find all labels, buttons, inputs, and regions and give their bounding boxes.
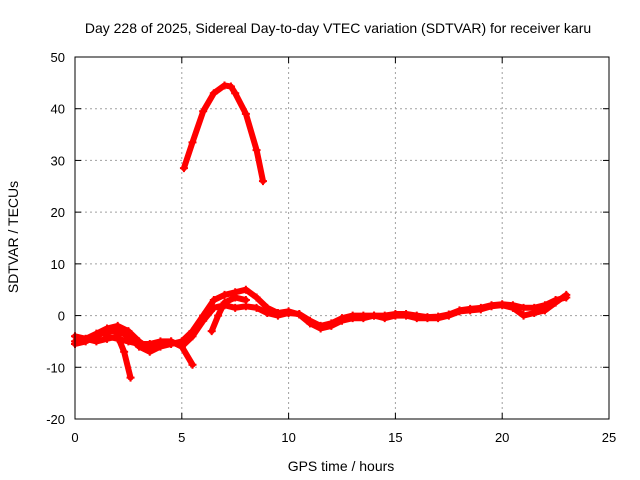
data-point bbox=[295, 310, 304, 319]
data-point bbox=[551, 298, 560, 307]
data-point bbox=[113, 334, 122, 343]
data-point bbox=[226, 82, 235, 91]
data-point bbox=[126, 373, 135, 382]
data-point bbox=[220, 290, 229, 299]
data-point bbox=[487, 302, 496, 311]
data-point bbox=[220, 298, 229, 307]
data-point bbox=[199, 107, 208, 116]
data-point bbox=[258, 177, 267, 186]
data-point bbox=[252, 146, 261, 155]
x-axis-label: GPS time / hours bbox=[288, 458, 395, 474]
series-track-4 bbox=[179, 81, 267, 186]
y-tick-label: 40 bbox=[51, 102, 65, 117]
data-point bbox=[562, 290, 571, 299]
data-point bbox=[359, 314, 368, 323]
data-point bbox=[220, 81, 229, 90]
data-point bbox=[113, 327, 122, 336]
data-point bbox=[241, 109, 250, 118]
data-point bbox=[252, 303, 261, 312]
data-point bbox=[305, 319, 314, 328]
data-point bbox=[530, 308, 539, 317]
data-point bbox=[241, 285, 250, 294]
plot-area bbox=[71, 81, 571, 382]
data-point bbox=[188, 138, 197, 147]
data-point bbox=[124, 337, 133, 346]
chart-title: Day 228 of 2025, Sidereal Day-to-day VTE… bbox=[85, 20, 591, 36]
data-point bbox=[231, 303, 240, 312]
x-tick-label: 20 bbox=[495, 430, 509, 445]
data-point bbox=[214, 311, 223, 320]
data-point bbox=[231, 89, 240, 98]
data-point bbox=[167, 337, 176, 346]
data-point bbox=[434, 314, 443, 323]
data-point bbox=[103, 332, 112, 341]
x-tick-label: 25 bbox=[602, 430, 616, 445]
data-point bbox=[207, 327, 216, 336]
data-point bbox=[540, 306, 549, 315]
y-tick-label: 20 bbox=[51, 205, 65, 220]
axes: 0 5 10 15 20 25 -20 -10 0 10 20 30 40 50 bbox=[46, 50, 616, 445]
data-point bbox=[92, 332, 101, 341]
data-point bbox=[327, 321, 336, 330]
data-point bbox=[177, 342, 186, 351]
x-tick-label: 5 bbox=[178, 430, 185, 445]
data-point bbox=[199, 311, 208, 320]
data-point bbox=[370, 311, 379, 320]
data-point bbox=[188, 360, 197, 369]
data-point bbox=[284, 307, 293, 316]
data-point bbox=[466, 306, 475, 315]
y-tick-label: 50 bbox=[51, 50, 65, 65]
data-point bbox=[135, 340, 144, 349]
data-point bbox=[156, 337, 165, 346]
data-point bbox=[209, 89, 218, 98]
data-point bbox=[81, 337, 90, 346]
x-tick-label: 10 bbox=[281, 430, 295, 445]
data-point bbox=[273, 308, 282, 317]
data-point bbox=[316, 324, 325, 333]
data-point bbox=[519, 311, 528, 320]
y-tick-label: 10 bbox=[51, 257, 65, 272]
data-point bbox=[145, 347, 154, 356]
y-axis-label: SDTVAR / TECUs bbox=[5, 181, 21, 293]
x-tick-label: 15 bbox=[388, 430, 402, 445]
data-point bbox=[231, 293, 240, 302]
x-tick-label: 0 bbox=[71, 430, 78, 445]
y-tick-label: -20 bbox=[46, 412, 65, 427]
series-track-5 bbox=[103, 332, 197, 369]
data-point bbox=[338, 316, 346, 325]
data-point bbox=[241, 296, 250, 305]
data-point bbox=[263, 303, 272, 312]
data-point bbox=[209, 296, 218, 305]
data-point bbox=[455, 307, 464, 316]
data-point bbox=[444, 311, 453, 320]
data-point bbox=[391, 311, 400, 320]
data-point bbox=[188, 327, 197, 336]
plot-frame bbox=[74, 56, 610, 420]
series-track-6 bbox=[207, 293, 250, 336]
data-point bbox=[120, 347, 129, 356]
y-tick-label: 0 bbox=[58, 309, 65, 324]
y-tick-label: 30 bbox=[51, 153, 65, 168]
data-point bbox=[380, 314, 389, 323]
data-point bbox=[412, 314, 421, 323]
y-tick-label: -10 bbox=[46, 360, 65, 375]
data-point bbox=[498, 301, 507, 310]
data-point bbox=[519, 303, 528, 312]
data-point bbox=[348, 314, 357, 323]
data-point bbox=[423, 314, 432, 323]
data-point bbox=[476, 305, 485, 314]
data-point bbox=[402, 311, 411, 320]
data-point bbox=[145, 340, 154, 349]
data-point bbox=[179, 164, 188, 173]
data-point bbox=[508, 303, 517, 312]
data-point bbox=[252, 293, 261, 302]
